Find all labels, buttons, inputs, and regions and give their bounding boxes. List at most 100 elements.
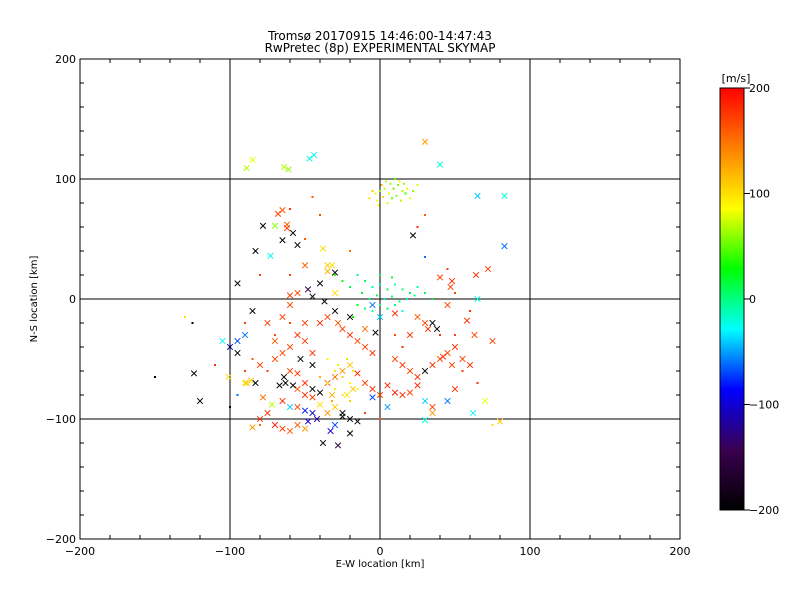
data-point-x: [414, 373, 421, 381]
data-point-x: [436, 161, 444, 168]
data-point-dot: [392, 187, 395, 190]
data-point-x: [274, 210, 282, 217]
data-point-x: [444, 397, 451, 405]
data-point-x: [301, 391, 309, 399]
data-point-dot: [424, 214, 426, 216]
data-point-dot: [454, 334, 456, 336]
data-point-dot: [398, 300, 401, 303]
data-point-dot: [379, 274, 381, 276]
data-point-x: [436, 274, 444, 281]
data-point-dot: [401, 190, 404, 192]
y-tick-label: −100: [46, 413, 76, 426]
data-point-x: [267, 252, 274, 259]
data-point-x: [313, 415, 321, 423]
data-point-x: [219, 337, 226, 345]
data-points: [154, 138, 508, 449]
data-point-dot: [379, 418, 381, 420]
data-point-dot: [377, 204, 380, 207]
data-point-dot: [391, 276, 393, 279]
data-point-x: [469, 409, 477, 417]
data-point-x: [448, 277, 456, 285]
data-point-x: [324, 313, 331, 321]
data-point-x: [225, 373, 232, 381]
data-point-dot: [251, 358, 254, 360]
data-point-x: [361, 325, 369, 333]
data-point-x: [448, 361, 456, 369]
data-point-x: [439, 353, 447, 360]
data-point-dot: [401, 346, 404, 348]
data-point-x: [346, 313, 354, 321]
x-tick-label: −200: [65, 545, 95, 558]
data-point-x: [444, 301, 451, 309]
data-point-dot: [352, 316, 354, 318]
data-point-x: [234, 337, 241, 345]
data-point-x: [463, 317, 471, 324]
data-point-dot: [364, 412, 366, 414]
data-point-x: [501, 243, 508, 250]
data-point-dot: [368, 197, 371, 200]
data-point-dot: [391, 295, 393, 298]
data-point-x: [294, 385, 301, 393]
data-point-dot: [244, 322, 246, 324]
data-point-x: [259, 394, 267, 401]
data-point-x: [289, 382, 297, 389]
y-tick-label: 100: [55, 173, 76, 186]
chart-subtitle: RwPretec (8p) EXPERIMENTAL SKYMAP: [265, 41, 496, 55]
axis-ticks: [79, 58, 681, 540]
data-point-x: [249, 424, 256, 431]
colorbar-tick-label: 200: [749, 82, 770, 95]
data-point-dot: [386, 307, 389, 310]
data-point-x: [369, 394, 376, 401]
data-point-x: [376, 391, 384, 399]
data-point-dot: [394, 178, 396, 180]
data-point-dot: [383, 187, 386, 190]
data-point-dot: [382, 196, 384, 198]
data-point-dot: [266, 370, 269, 372]
data-point-dot: [476, 382, 479, 384]
data-point-x: [324, 268, 331, 275]
data-point-x: [301, 425, 309, 432]
data-point-x: [433, 325, 441, 333]
data-point-x: [294, 241, 301, 249]
data-point-x: [421, 417, 429, 424]
x-tick-label: 100: [520, 545, 541, 558]
data-point-dot: [304, 238, 306, 240]
data-point-x: [406, 389, 414, 396]
data-point-dot: [352, 370, 354, 372]
data-point-x: [271, 222, 279, 229]
data-point-x: [328, 391, 336, 399]
colorbar-ticks: 200 100 0 −100 −200: [744, 82, 779, 517]
data-point-dot: [274, 334, 276, 336]
data-point-dot: [454, 292, 456, 294]
data-point-x: [279, 425, 286, 432]
data-point-dot: [379, 190, 381, 192]
data-point-x: [429, 319, 436, 327]
data-point-x: [249, 307, 256, 315]
data-point-x: [327, 427, 334, 435]
plot-area: −200 −100 0 100 200 −200 −100 0 100 200: [46, 53, 691, 558]
data-point-x: [283, 225, 291, 232]
data-point-dot: [154, 376, 156, 378]
data-point-dot: [391, 197, 393, 200]
data-point-x: [484, 265, 492, 273]
data-point-x: [391, 389, 399, 396]
data-point-dot: [368, 298, 371, 300]
data-point-dot: [356, 388, 359, 390]
data-point-dot: [214, 364, 216, 366]
data-point-x: [346, 430, 354, 437]
data-point-x: [301, 337, 309, 345]
data-point-x: [316, 319, 324, 327]
y-axis-label: N-S location [km]: [29, 256, 40, 343]
data-point-x: [286, 343, 294, 351]
data-point-x: [421, 319, 429, 327]
data-point-x: [334, 442, 342, 449]
data-point-x: [286, 292, 294, 299]
data-point-x: [321, 298, 328, 305]
data-point-x: [301, 379, 309, 387]
data-point-x: [496, 418, 504, 425]
data-point-dot: [364, 280, 366, 282]
data-point-x: [282, 379, 289, 387]
data-point-x: [339, 367, 346, 375]
data-point-x: [285, 166, 292, 173]
